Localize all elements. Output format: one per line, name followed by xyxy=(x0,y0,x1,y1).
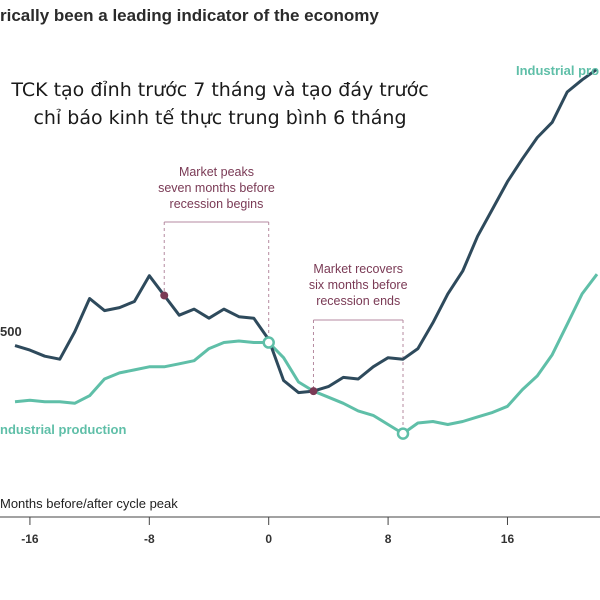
chart-title: rically been a leading indicator of the … xyxy=(0,6,379,25)
series-label-industrial-top: Industrial pro xyxy=(516,63,599,78)
annotation-text: seven months before xyxy=(158,181,275,195)
x-tick-label: 8 xyxy=(385,532,392,546)
data-point-marker xyxy=(309,387,318,396)
x-tick-label: -16 xyxy=(21,532,39,546)
market-line xyxy=(14,67,598,395)
industrial-line xyxy=(14,273,599,436)
data-point-marker xyxy=(262,336,275,349)
caption-line-1: TCK tạo đỉnh trước 7 tháng và tạo đáy tr… xyxy=(11,79,429,101)
caption-line-2: chỉ báo kinh tế thực trung bình 6 tháng xyxy=(33,107,407,129)
caption: TCK tạo đỉnh trước 7 tháng và tạo đáy tr… xyxy=(0,76,440,132)
annotation-text: six months before xyxy=(309,278,408,292)
data-point-marker xyxy=(160,291,169,300)
data-point-marker xyxy=(396,427,410,440)
x-tick-label: -8 xyxy=(144,532,155,546)
annotation-text: Market recovers xyxy=(313,262,403,276)
y-axis-label: 500 xyxy=(0,324,22,339)
x-tick-label: 16 xyxy=(501,532,515,546)
annotation-text: recession ends xyxy=(316,294,400,308)
annotation-text: Market peaks xyxy=(179,165,254,179)
x-axis-label: Months before/after cycle peak xyxy=(0,496,178,511)
series-label-industrial: ndustrial production xyxy=(0,422,126,437)
x-tick-label: 0 xyxy=(265,532,272,546)
annotation-text: recession begins xyxy=(170,197,264,211)
